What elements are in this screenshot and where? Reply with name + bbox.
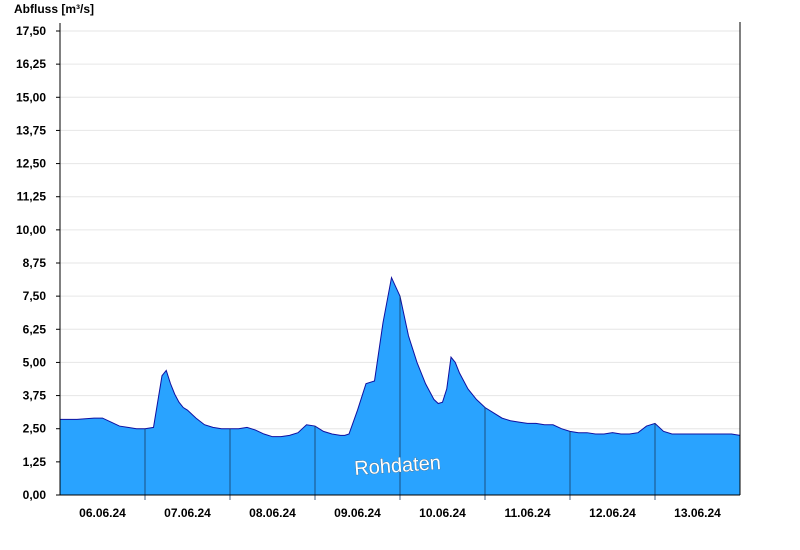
x-tick-label: 09.06.24 (334, 506, 381, 520)
x-tick-label: 06.06.24 (79, 506, 126, 520)
y-tick-label: 11,25 (17, 190, 47, 204)
y-tick-label: 6,25 (23, 322, 47, 336)
y-tick-label: 0,00 (23, 488, 47, 502)
y-tick-labels: 0,00 1,25 2,50 3,75 5,00 6,25 7,50 8,75 10,00 11,… (16, 24, 46, 502)
y-tick-label: 12,50 (16, 157, 46, 171)
x-tick-label: 08.06.24 (249, 506, 296, 520)
y-tick-label: 2,50 (23, 422, 47, 436)
y-tick-label: 10,00 (16, 223, 46, 237)
y-tick-label: 7,50 (23, 289, 47, 303)
x-tick-label: 12.06.24 (589, 506, 636, 520)
y-tick-label: 1,25 (23, 455, 47, 469)
y-tick-label: 5,00 (23, 355, 47, 369)
x-tick-labels: 06.06.24 07.06.24 08.06.24 09.06.24 10.06.24… (79, 506, 721, 520)
day-boundaries (144, 296, 656, 500)
y-tick-label: 3,75 (23, 389, 47, 403)
y-tick-label: 16,25 (16, 57, 46, 71)
y-tick-label: 8,75 (23, 256, 47, 270)
x-tick-label: 07.06.24 (164, 506, 211, 520)
axes (56, 22, 741, 496)
y-tick-label: 13,75 (16, 123, 46, 137)
y-tick-label: 17,50 (16, 24, 46, 38)
y-tick-label: 15,00 (16, 90, 46, 104)
discharge-line (60, 275, 741, 438)
x-tick-label: 11.06.24 (504, 506, 550, 520)
x-tick-label: 13.06.24 (674, 506, 721, 520)
x-tick-label: 10.06.24 (419, 506, 466, 520)
y-axis-label: Abfluss [m³/s] (14, 2, 94, 16)
